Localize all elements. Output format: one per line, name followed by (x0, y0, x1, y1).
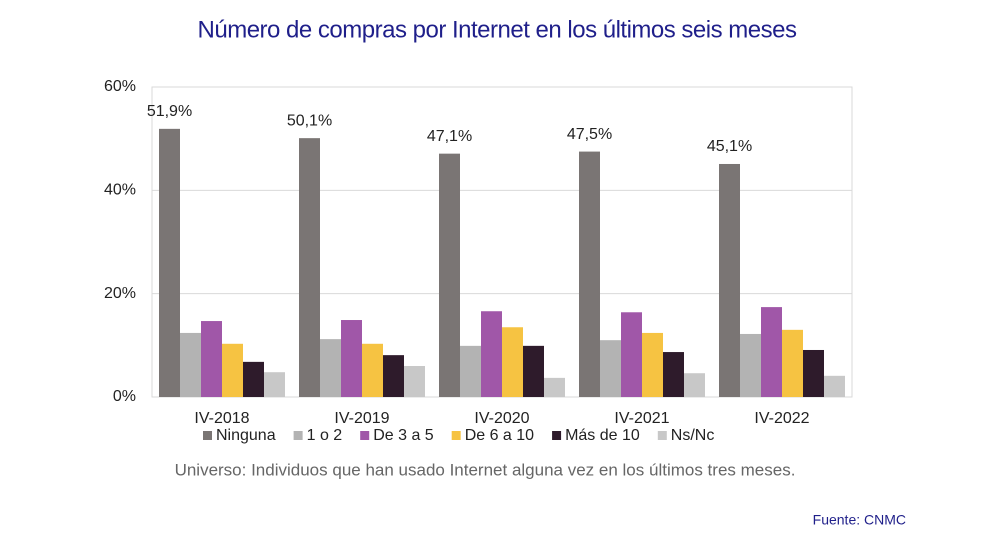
bar (341, 320, 362, 397)
bar (663, 352, 684, 397)
y-tick-label: 40% (104, 182, 136, 199)
value-label: 50,1% (287, 112, 332, 129)
legend-label: Ns/Nc (671, 427, 715, 444)
bar (404, 366, 425, 397)
value-label: 47,1% (427, 128, 472, 145)
bar (299, 138, 320, 397)
x-tick-label: IV-2021 (614, 410, 669, 427)
bar (383, 355, 404, 397)
bar (740, 333, 761, 397)
legend-label: Más de 10 (565, 427, 640, 444)
legend-label: De 6 a 10 (465, 427, 534, 444)
source: Fuente: CNMC (813, 512, 906, 528)
legend-swatch (552, 431, 562, 440)
legend-label: De 3 a 5 (373, 427, 434, 444)
legend-swatch (203, 431, 212, 440)
bar (544, 377, 565, 397)
legend-swatch (451, 431, 461, 440)
bar (159, 128, 180, 397)
legend-swatch (293, 431, 303, 440)
x-tick-label: IV-2019 (334, 410, 389, 427)
bar (824, 375, 845, 397)
bar (222, 343, 243, 397)
bar (320, 339, 341, 397)
y-tick-label: 20% (104, 285, 136, 302)
value-label: 47,5% (567, 126, 612, 143)
bar (243, 361, 264, 397)
bar (719, 163, 740, 397)
bar (782, 329, 803, 397)
y-tick-label: 60% (104, 78, 136, 95)
bar (803, 349, 824, 397)
bar (579, 151, 600, 397)
bar (180, 332, 201, 397)
bar (201, 321, 222, 397)
bar (684, 373, 705, 397)
x-tick-label: IV-2018 (194, 410, 249, 427)
bar (362, 343, 383, 397)
legend-swatch (657, 431, 667, 440)
bar (264, 372, 285, 397)
bar (481, 311, 502, 397)
y-tick-label: 0% (113, 388, 136, 405)
bar (502, 327, 523, 397)
chart-title: Número de compras por Internet en los úl… (198, 16, 797, 43)
bar (439, 153, 460, 397)
value-label: 51,9% (147, 103, 192, 120)
value-label: 45,1% (707, 138, 752, 155)
x-tick-label: IV-2022 (754, 410, 809, 427)
note: Universo: Individuos que han usado Inter… (175, 460, 796, 479)
bar (460, 345, 481, 397)
bar (621, 312, 642, 397)
legend-label: Ninguna (216, 427, 276, 444)
bar (600, 340, 621, 397)
legend-label: 1 o 2 (307, 427, 343, 444)
bar (523, 345, 544, 397)
plot-area: 0% 20% 40% 60% IV-2018 51,9% IV-2019 50,1% IV-20… (104, 78, 852, 444)
x-tick-label: IV-2020 (474, 410, 529, 427)
bar (642, 332, 663, 397)
legend-swatch (360, 431, 370, 440)
bar (761, 307, 782, 397)
